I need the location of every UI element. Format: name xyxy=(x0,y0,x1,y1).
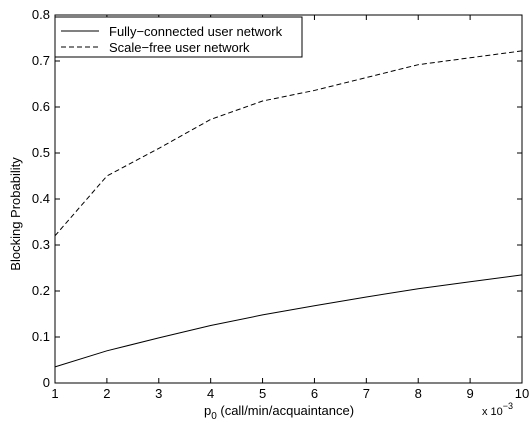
y-tick-label: 0.2 xyxy=(32,283,50,298)
x-tick-label: 7 xyxy=(363,386,370,401)
x-tick-label: 1 xyxy=(51,386,58,401)
x-tick-label: 5 xyxy=(259,386,266,401)
x-axis-label: p0 (call/min/acquaintance) xyxy=(204,403,354,422)
x-tick-label: 2 xyxy=(103,386,110,401)
y-tick-label: 0.7 xyxy=(32,53,50,68)
y-tick-label: 0.1 xyxy=(32,329,50,344)
x-axis-label-rest: (call/min/acquaintance) xyxy=(217,403,354,418)
legend-label-scale-free: Scale−free user network xyxy=(109,40,250,55)
y-tick-label: 0.6 xyxy=(32,99,50,114)
legend-label-fully-connected: Fully−connected user network xyxy=(109,24,283,39)
x-axis-label-subscript: 0 xyxy=(211,411,217,422)
x-tick-label: 3 xyxy=(155,386,162,401)
series-line-scale-free xyxy=(54,50,523,237)
y-axis-label: Blocking Probability xyxy=(8,157,23,271)
plot-area xyxy=(54,50,523,368)
x-axis-multiplier: x 10−3 xyxy=(482,401,513,418)
y-tick-label: 0.8 xyxy=(32,7,50,22)
x-tick-label: 6 xyxy=(311,386,318,401)
y-tick-label: 0.3 xyxy=(32,237,50,252)
x-tick-label: 4 xyxy=(207,386,214,401)
x-tick-label: 8 xyxy=(415,386,422,401)
x-tick-label: 10 xyxy=(515,386,529,401)
series-line-fully-connected xyxy=(54,274,523,368)
axes-ticks: 1 2 3 4 5 6 7 8 9 10 0 0.1 0.2 0.3 0.4 0.5 0.6 0.7 0.8 xyxy=(32,7,529,401)
y-tick-label: 0.4 xyxy=(32,191,50,206)
legend-box xyxy=(54,16,303,58)
x-tick-label: 9 xyxy=(466,386,473,401)
y-tick-label: 0 xyxy=(43,375,50,390)
x-axis-multiplier-base: x 10 xyxy=(482,406,503,418)
y-tick-label: 0.5 xyxy=(32,145,50,160)
x-axis-label-main: p xyxy=(204,403,211,418)
legend: Fully−connected user network Scale−free … xyxy=(54,16,303,58)
x-axis-multiplier-exponent: −3 xyxy=(503,401,513,411)
